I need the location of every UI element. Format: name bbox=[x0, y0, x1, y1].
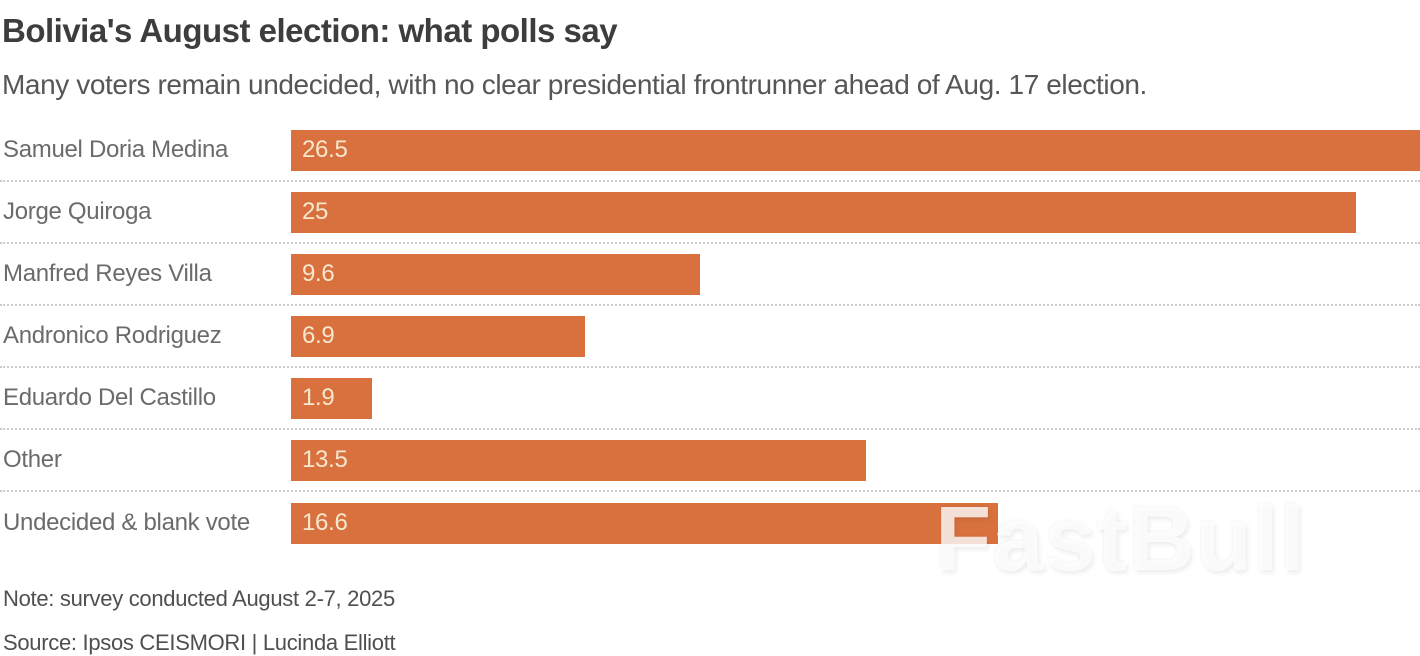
bar-chart: Samuel Doria Medina 26.5 Jorge Quiroga 2… bbox=[0, 120, 1420, 589]
poll-value-label: 6.9 bbox=[302, 322, 335, 349]
page-title: Bolivia's August election: what polls sa… bbox=[2, 12, 618, 49]
candidate-label: Eduardo Del Castillo bbox=[3, 384, 216, 411]
poll-bar: 26.5 bbox=[291, 129, 1420, 171]
chart-note: Note: survey conducted August 2-7, 2025 bbox=[3, 586, 395, 611]
poll-bar: 13.5 bbox=[291, 439, 867, 481]
chart-source: Source: Ipsos CEISMORI | Lucinda Elliott bbox=[3, 630, 396, 655]
chart-row: Jorge Quiroga 25 bbox=[0, 182, 1420, 244]
poll-value-label: 9.6 bbox=[302, 260, 335, 287]
candidate-label: Undecided & blank vote bbox=[3, 509, 250, 536]
candidate-label: Andronico Rodriguez bbox=[3, 322, 222, 349]
bar-track: 26.5 bbox=[291, 129, 1420, 171]
candidate-label: Manfred Reyes Villa bbox=[3, 260, 212, 287]
candidate-label: Other bbox=[3, 446, 62, 473]
chart-row: Eduardo Del Castillo 1.9 bbox=[0, 368, 1420, 430]
poll-value-label: 26.5 bbox=[302, 136, 348, 163]
chart-row: Manfred Reyes Villa 9.6 bbox=[0, 244, 1420, 306]
poll-value-label: 13.5 bbox=[302, 446, 348, 473]
bar-track: 9.6 bbox=[291, 253, 1420, 295]
bar-track: 1.9 bbox=[291, 377, 1420, 419]
candidate-label: Jorge Quiroga bbox=[3, 198, 152, 225]
bar-chart-rows: Samuel Doria Medina 26.5 Jorge Quiroga 2… bbox=[0, 120, 1420, 554]
candidate-label: Samuel Doria Medina bbox=[3, 136, 229, 163]
poll-value-label: 16.6 bbox=[302, 509, 348, 536]
chart-row: Other 13.5 bbox=[0, 430, 1420, 492]
poll-value-label: 25 bbox=[302, 198, 329, 225]
bar-track: 13.5 bbox=[291, 439, 1420, 481]
chart-row: Samuel Doria Medina 26.5 bbox=[0, 120, 1420, 182]
poll-value-label: 1.9 bbox=[302, 384, 335, 411]
poll-bar: 9.6 bbox=[291, 253, 700, 295]
bar-track: 6.9 bbox=[291, 315, 1420, 357]
bar-track: 16.6 bbox=[291, 502, 1420, 544]
page-subtitle: Many voters remain undecided, with no cl… bbox=[2, 69, 1147, 100]
poll-bar: 1.9 bbox=[291, 377, 372, 419]
chart-row: Andronico Rodriguez 6.9 bbox=[0, 306, 1420, 368]
poll-bar: 16.6 bbox=[291, 502, 999, 544]
poll-bar: 25 bbox=[291, 191, 1357, 233]
bar-track: 25 bbox=[291, 191, 1420, 233]
poll-bar: 6.9 bbox=[291, 315, 585, 357]
chart-row: Undecided & blank vote 16.6 bbox=[0, 492, 1420, 554]
